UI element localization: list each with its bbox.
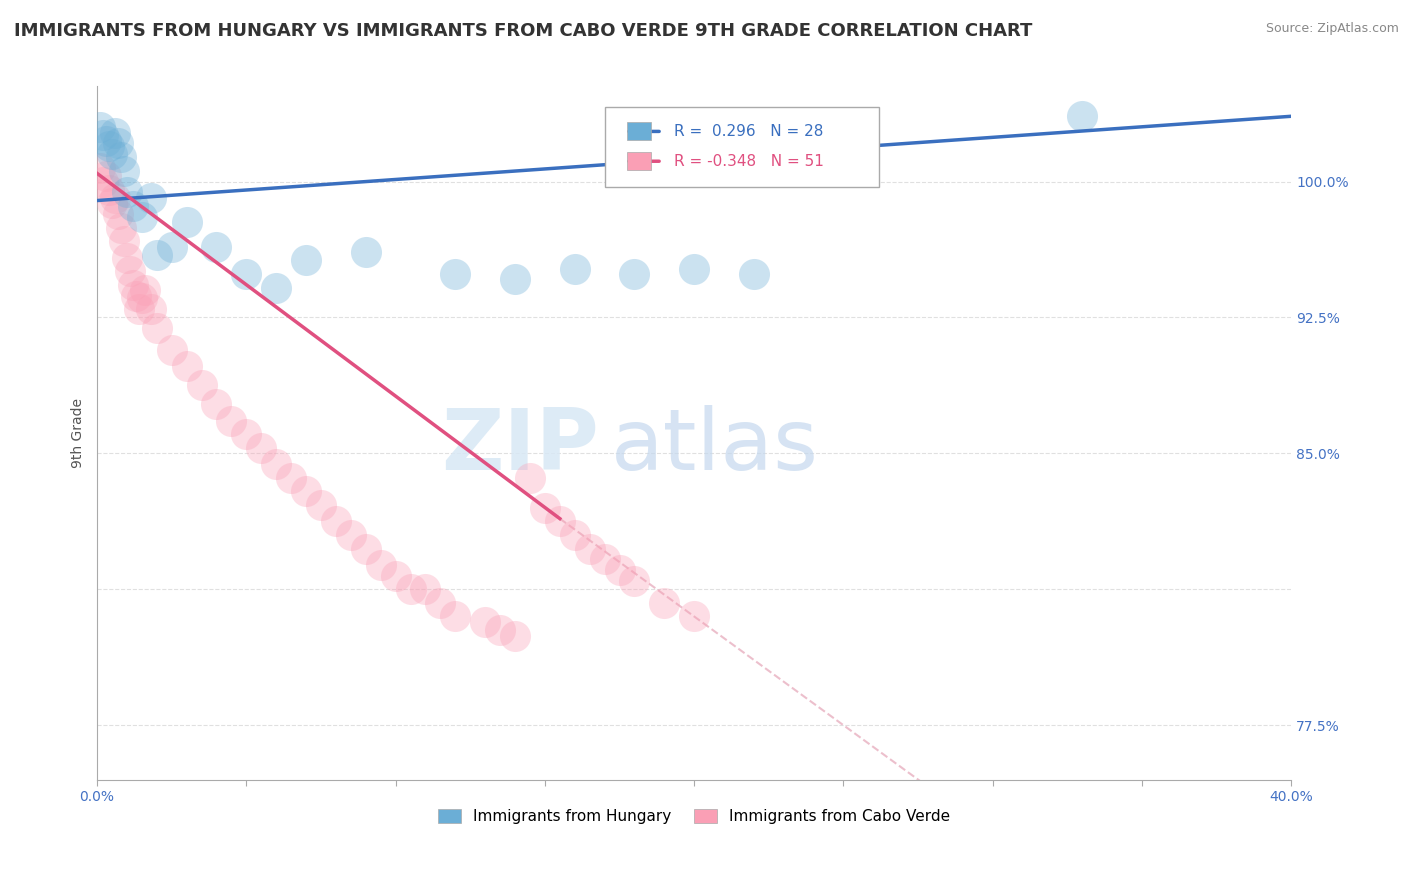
- Point: [110, 150, 132, 164]
- Point: [564, 528, 586, 542]
- Point: [280, 471, 302, 485]
- Point: [107, 207, 129, 221]
- Point: [115, 251, 138, 265]
- Point: [325, 514, 347, 528]
- Point: [623, 574, 645, 589]
- Point: [354, 541, 377, 556]
- FancyBboxPatch shape: [605, 107, 879, 187]
- Point: [503, 628, 526, 642]
- Point: [176, 215, 198, 229]
- Point: [609, 563, 631, 577]
- Point: [131, 210, 153, 224]
- Point: [429, 596, 451, 610]
- Point: [205, 397, 228, 411]
- Point: [444, 609, 467, 624]
- Point: [264, 280, 287, 294]
- Point: [578, 541, 600, 556]
- Text: Source: ZipAtlas.com: Source: ZipAtlas.com: [1265, 22, 1399, 36]
- FancyBboxPatch shape: [627, 153, 651, 170]
- Point: [122, 199, 145, 213]
- Point: [131, 292, 153, 306]
- Point: [134, 283, 156, 297]
- Point: [370, 558, 392, 572]
- Point: [91, 128, 114, 143]
- Point: [295, 253, 318, 268]
- Point: [107, 136, 129, 151]
- Point: [101, 147, 124, 161]
- Point: [474, 615, 496, 629]
- Point: [534, 500, 557, 515]
- Point: [340, 528, 363, 542]
- Text: R =  0.296   N = 28: R = 0.296 N = 28: [673, 124, 824, 139]
- Point: [503, 272, 526, 286]
- Text: R = -0.348   N = 51: R = -0.348 N = 51: [673, 153, 824, 169]
- Point: [683, 609, 706, 624]
- Point: [295, 484, 318, 499]
- Point: [264, 457, 287, 471]
- Point: [519, 471, 541, 485]
- Point: [139, 191, 162, 205]
- Point: [489, 623, 512, 637]
- Point: [623, 267, 645, 281]
- Point: [122, 277, 145, 292]
- Point: [98, 183, 121, 197]
- Point: [548, 514, 571, 528]
- Point: [139, 302, 162, 317]
- Point: [250, 441, 273, 455]
- Point: [128, 302, 150, 317]
- Point: [1071, 109, 1094, 123]
- Point: [94, 169, 117, 183]
- Point: [112, 235, 135, 249]
- Legend: Immigrants from Hungary, Immigrants from Cabo Verde: Immigrants from Hungary, Immigrants from…: [437, 809, 950, 824]
- Point: [652, 596, 675, 610]
- Point: [221, 414, 243, 428]
- Point: [176, 359, 198, 374]
- Point: [235, 427, 257, 442]
- Text: atlas: atlas: [610, 405, 818, 488]
- Text: IMMIGRANTS FROM HUNGARY VS IMMIGRANTS FROM CABO VERDE 9TH GRADE CORRELATION CHAR: IMMIGRANTS FROM HUNGARY VS IMMIGRANTS FR…: [14, 22, 1032, 40]
- Point: [564, 261, 586, 276]
- Point: [112, 163, 135, 178]
- Point: [354, 245, 377, 260]
- Point: [742, 267, 765, 281]
- Point: [444, 267, 467, 281]
- Point: [160, 343, 183, 357]
- Point: [94, 134, 117, 148]
- Text: ZIP: ZIP: [441, 405, 599, 488]
- Point: [89, 161, 111, 175]
- Point: [190, 378, 212, 392]
- Point: [415, 582, 437, 597]
- Point: [145, 248, 167, 262]
- Point: [104, 126, 127, 140]
- Point: [91, 174, 114, 188]
- Point: [110, 220, 132, 235]
- Point: [145, 321, 167, 335]
- Point: [104, 191, 127, 205]
- Point: [98, 139, 121, 153]
- Y-axis label: 9th Grade: 9th Grade: [72, 398, 86, 468]
- Point: [125, 288, 148, 302]
- Point: [399, 582, 422, 597]
- Point: [384, 568, 406, 582]
- Point: [160, 240, 183, 254]
- Point: [593, 552, 616, 566]
- Point: [683, 261, 706, 276]
- Point: [89, 120, 111, 135]
- Point: [118, 264, 141, 278]
- Point: [101, 196, 124, 211]
- Point: [205, 240, 228, 254]
- Point: [115, 186, 138, 200]
- Point: [235, 267, 257, 281]
- FancyBboxPatch shape: [627, 122, 651, 140]
- Point: [309, 498, 332, 512]
